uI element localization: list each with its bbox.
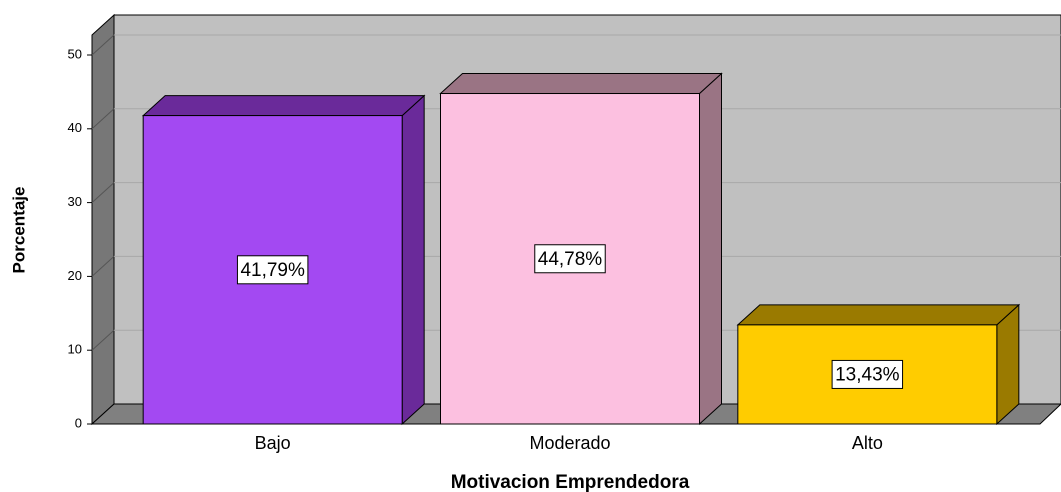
bar [736,303,1021,426]
y-tick-label: 30 [68,194,82,209]
bar-top [439,73,723,95]
bar-side [699,72,722,426]
x-tick-label: Moderado [529,433,610,453]
y-tick-label: 0 [75,415,82,430]
grid-line [91,108,115,130]
grid-line [91,182,115,203]
y-tick-label: 10 [68,342,82,357]
x-tick-label: Alto [852,433,883,453]
y-axis-title: Porcentaje [9,187,28,274]
value-label-box [236,255,309,285]
grid-line [91,256,115,277]
bars: Bajo 41,79% Moderado 44,78% Alto 13,43% [141,72,1021,453]
value-label: 13,43% [835,364,900,385]
bar-side [996,303,1020,426]
value-label: 41,79% [240,260,305,281]
left-wall [91,13,115,426]
y-tick-label: 40 [68,120,82,135]
x-axis-title: Motivacion Emprendedora [451,472,690,492]
y-tick-label: 20 [68,268,82,283]
value-label-box [831,359,904,389]
y-tick-label: 50 [68,46,82,61]
bar-top [736,304,1021,326]
x-tick-label: Bajo [255,433,291,453]
grid-line [91,329,115,351]
bar-top [141,95,426,117]
bar-side [401,94,425,426]
grid-line [91,34,115,56]
value-label-box [534,244,606,274]
value-label: 44,78% [538,249,603,270]
